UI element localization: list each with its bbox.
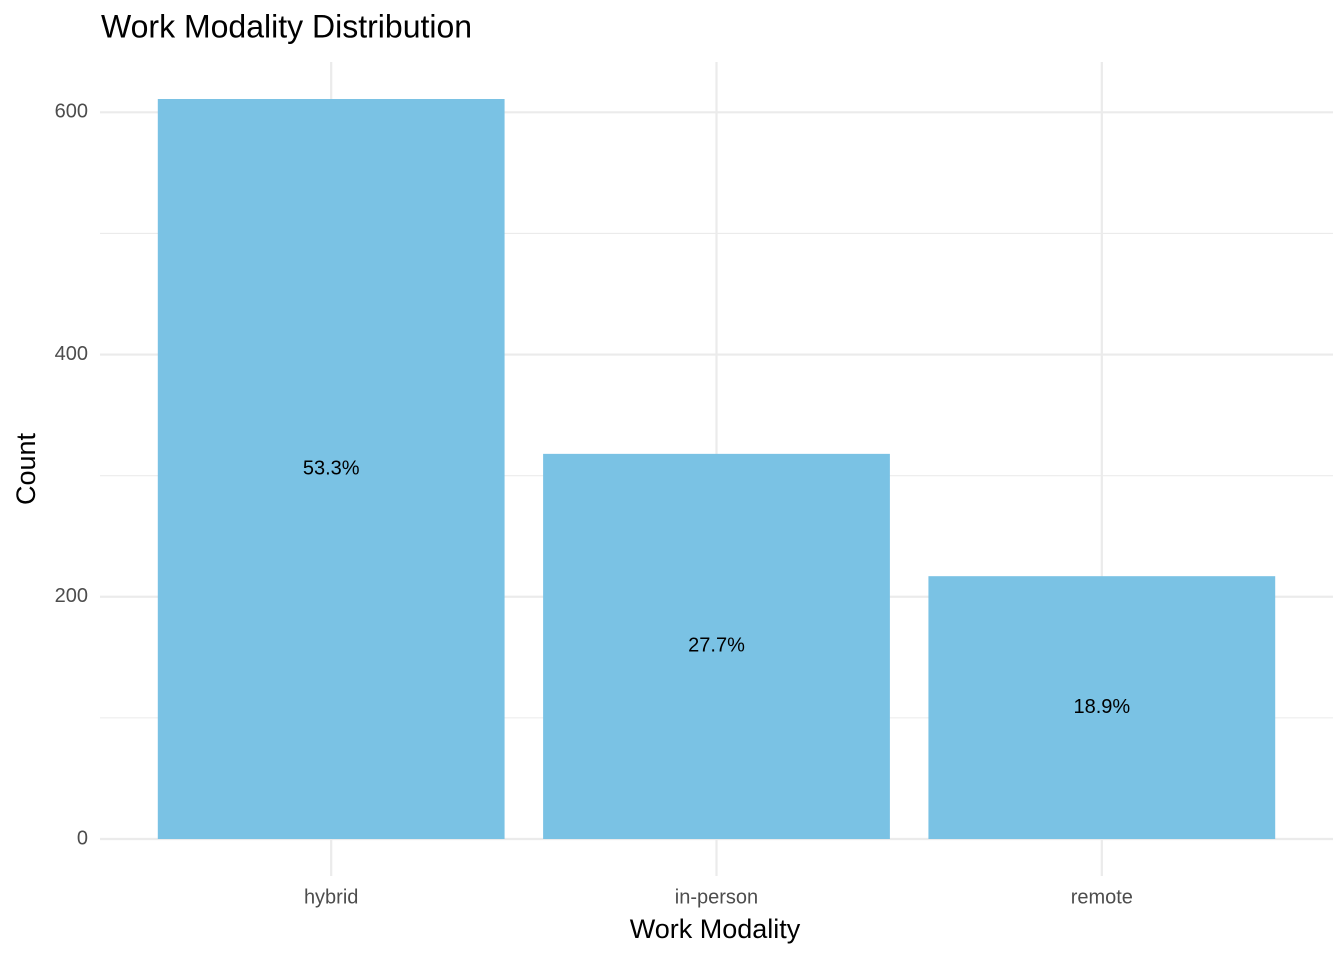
chart-title: Work Modality Distribution	[101, 8, 472, 44]
bar	[543, 453, 890, 839]
x-tick-label: hybrid	[304, 886, 358, 908]
x-tick-label: in-person	[675, 886, 758, 908]
y-tick-label: 200	[55, 585, 88, 607]
data-label: 18.9%	[1073, 696, 1130, 718]
y-tick-label: 600	[55, 101, 88, 123]
data-label: 27.7%	[688, 635, 745, 657]
y-tick-label: 0	[77, 827, 88, 849]
data-label: 53.3%	[303, 457, 360, 479]
bar	[157, 99, 505, 839]
x-tick-label: remote	[1071, 886, 1133, 908]
bar	[928, 576, 1276, 839]
x-axis-label: Work Modality	[630, 914, 801, 944]
y-tick-label: 400	[55, 343, 88, 365]
y-axis-label: Count	[11, 432, 41, 505]
